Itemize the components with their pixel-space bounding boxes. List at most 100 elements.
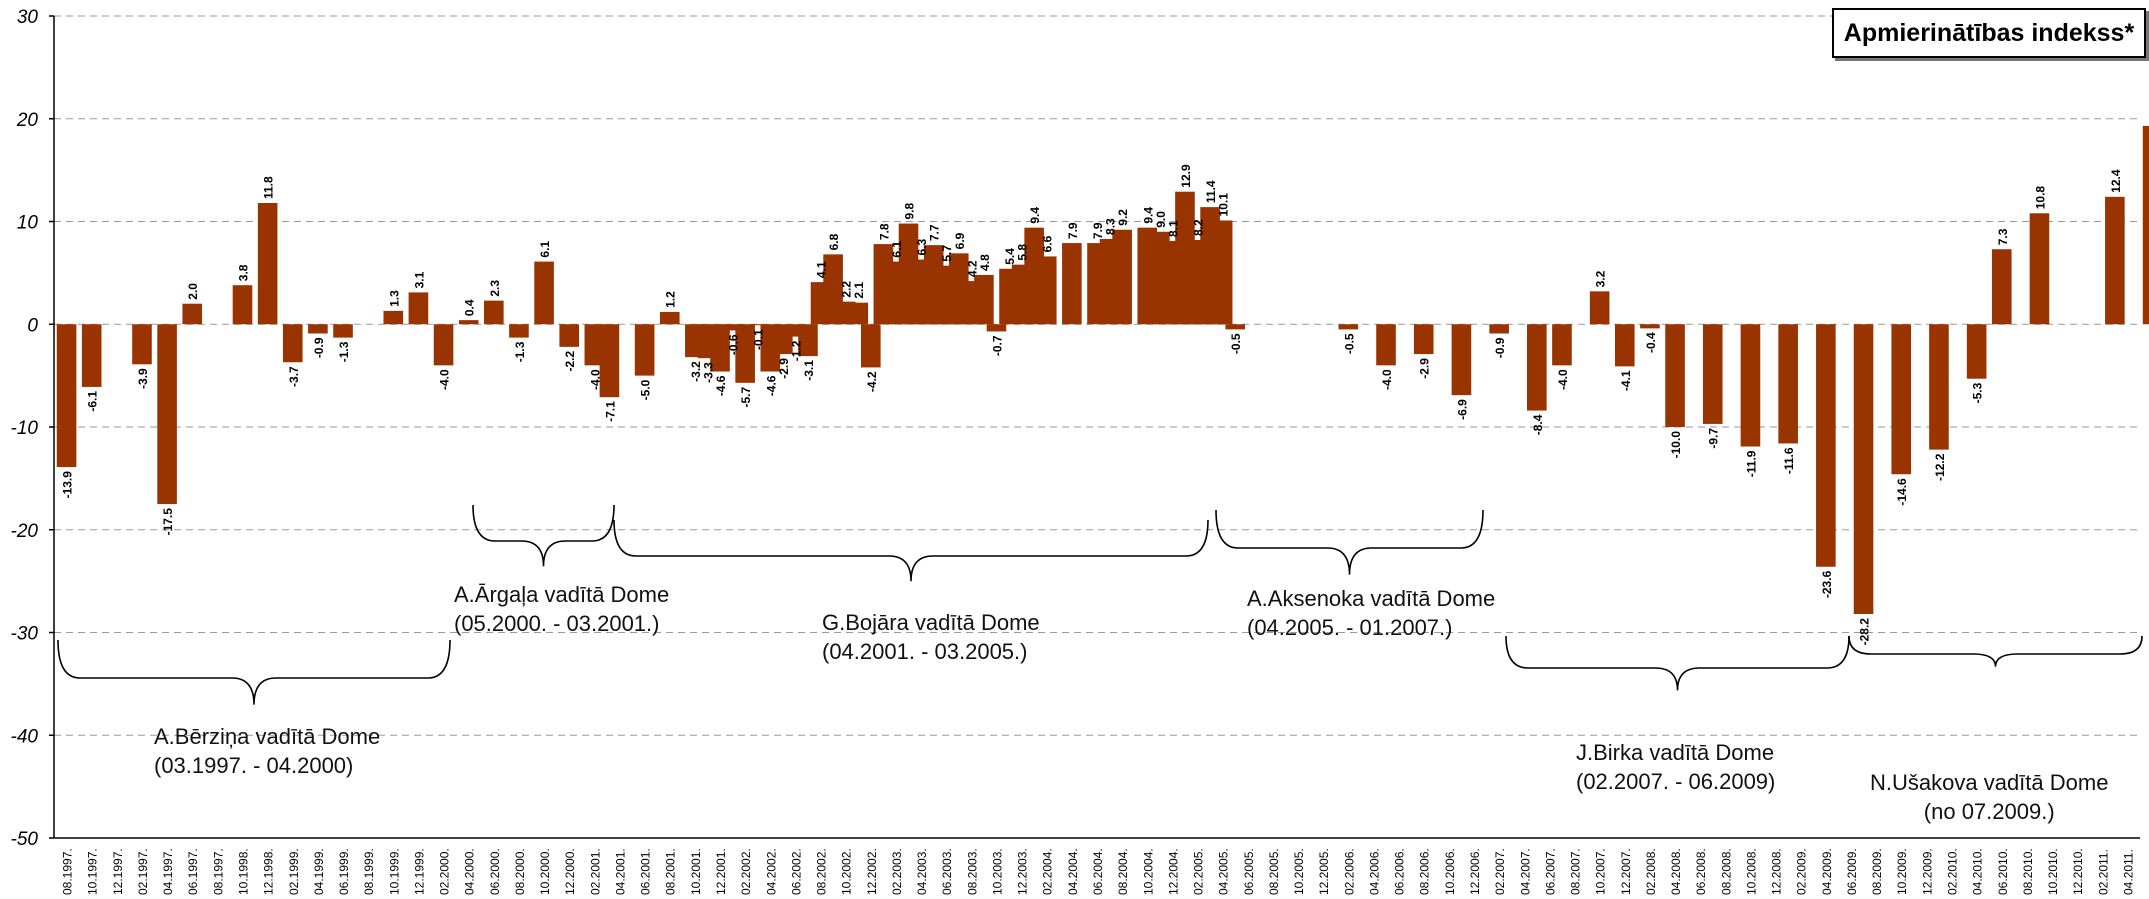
bar-value-labels: -13.9 -6.1 -3.9 -17.5 2.0 3.8 11.8 -3.7 -0.9 -1.3… [61,98,2149,645]
bar-value-label: 19.3 [2147,98,2149,122]
bar-value-label: 11.4 [1204,180,1218,203]
era-usakovs-dates: (no 07.2009.) [1923,799,2055,824]
x-tick-label: 10.1998. [236,848,250,895]
bar-value-label: 6.8 [827,233,841,250]
bar-value-label: 6.6 [1041,235,1055,252]
x-tick-label: 10.2009. [1895,848,1909,895]
era-berzins-name: A.Bērziņa vadītā Dome [154,724,381,749]
bar [1376,324,1396,366]
x-tick-label: 12.2002. [865,848,879,895]
bar-value-label: -0.7 [990,335,1004,356]
bar [1225,324,1246,330]
x-tick-label: 06.2006. [1393,848,1407,895]
bar [2029,213,2050,325]
x-tick-label: 08.2007. [1569,848,1583,895]
bar-value-label: 10.1 [1217,193,1231,217]
era-bojars-dates: (04.2001. - 03.2005.) [822,639,1028,664]
bar-value-label: 7.8 [877,223,891,240]
x-tick-label: 12.1998. [262,848,276,895]
bar-value-label: 7.7 [928,224,942,241]
bar-value-label: -23.6 [1820,570,1834,598]
x-tick-label: 02.2007. [1493,848,1507,895]
bar [1062,243,1082,325]
bar-value-label: 9.0 [1154,211,1168,228]
x-tick-label: 08.2001. [664,848,678,895]
x-tick-label: 04.2010. [1971,848,1985,895]
bar [584,324,605,366]
bar-value-label: -2.9 [1418,358,1432,379]
bar [747,324,768,326]
y-tick-label: -30 [11,624,39,645]
era-argals-name: A.Ārgaļa vadītā Dome [454,582,670,607]
x-tick-label: 06.2004. [1091,848,1105,895]
x-tick-label: 08.2003. [965,848,979,895]
bar-value-label: -0.1 [752,329,766,350]
era-argals-dates: (05.2000. - 03.2001.) [454,611,660,636]
bar [132,324,152,365]
y-tick-label: -10 [11,418,39,439]
bar-value-label: -9.7 [1707,428,1721,449]
x-tick-label: 10.2004. [1141,848,1155,895]
bar-value-label: -6.9 [1455,399,1469,420]
bar [861,324,881,368]
x-tick-label: 04.2000. [463,848,477,895]
bar-value-label: 5.7 [940,245,954,262]
x-tick-label: 06.2002. [789,848,803,895]
bar-value-label: 5.4 [1003,248,1017,265]
x-tick-label: 02.1999. [287,848,301,895]
x-tick-label: 12.2003. [1016,848,1030,895]
x-tick-label: 06.2010. [1996,848,2010,895]
era-aksenoks-dates: (04.2005. - 01.2007.) [1247,615,1453,640]
x-tick-label: 02.2011. [2096,849,2110,895]
bar-value-label: -0.9 [1493,337,1507,358]
bar-value-label: 7.3 [1996,228,2010,245]
bar [157,324,177,505]
bar-value-label: -1.3 [337,341,351,362]
chart-title: Apmierinātības indekss* [1843,18,2135,47]
x-tick-label: 02.2002. [739,848,753,895]
x-tick-label: 04.2001. [613,848,627,895]
bar-value-label: 11.8 [262,176,276,199]
bar [509,324,529,338]
bar [1929,324,1949,450]
bar-value-label: -4.0 [1556,369,1570,390]
bar [433,324,454,366]
bar-value-label: -0.6 [727,334,741,355]
bar [333,324,353,338]
bar-value-label: 3.1 [412,271,426,288]
x-tick-label: 08.2006. [1418,848,1432,895]
x-tick-label: 12.2004. [1166,848,1180,895]
bar [1891,324,1912,475]
y-tick-label: 20 [16,110,39,131]
bar [735,324,755,383]
bar [1702,324,1723,424]
x-tick-label: 10.2005. [1292,848,1306,895]
bar-value-label: 0.4 [463,299,477,316]
bar [2142,125,2149,325]
y-tick-label: 30 [17,7,39,28]
era-label-berzins: A.Bērziņa vadītā Dome (03.1997. - 04.200… [154,722,380,780]
x-tick-label: 06.2003. [940,848,954,895]
bar-value-label: 4.8 [978,254,992,271]
bar-value-label: -5.3 [1971,382,1985,403]
bar [1640,324,1660,329]
bar [1740,324,1761,447]
x-tick-label: 02.2008. [1644,848,1658,895]
era-brace [472,504,615,567]
x-tick-label: 06.2007. [1543,848,1557,895]
era-label-usakovs: N.Ušakova vadītā Dome (no 07.2009.) [1870,768,2108,826]
bar-value-label: 3.8 [236,264,250,281]
x-tick-label: 12.2009. [1920,848,1934,895]
x-tick-label: 04.2006. [1367,848,1381,895]
bar [282,324,303,363]
bar-value-label: 2.2 [840,281,854,298]
era-label-aksenoks: A.Aksenoka vadītā Dome (04.2005. - 01.20… [1247,584,1495,642]
bar-value-label: -28.2 [1858,618,1872,646]
x-tick-label: 04.2002. [764,848,778,895]
bar-value-label: -11.9 [1744,450,1758,477]
era-brace [613,519,1209,582]
era-brace [1505,635,1850,691]
x-tick-label: 08.2002. [815,848,829,895]
x-tick-label: 10.2008. [1744,848,1758,895]
bar-value-label: -1.2 [789,340,803,361]
